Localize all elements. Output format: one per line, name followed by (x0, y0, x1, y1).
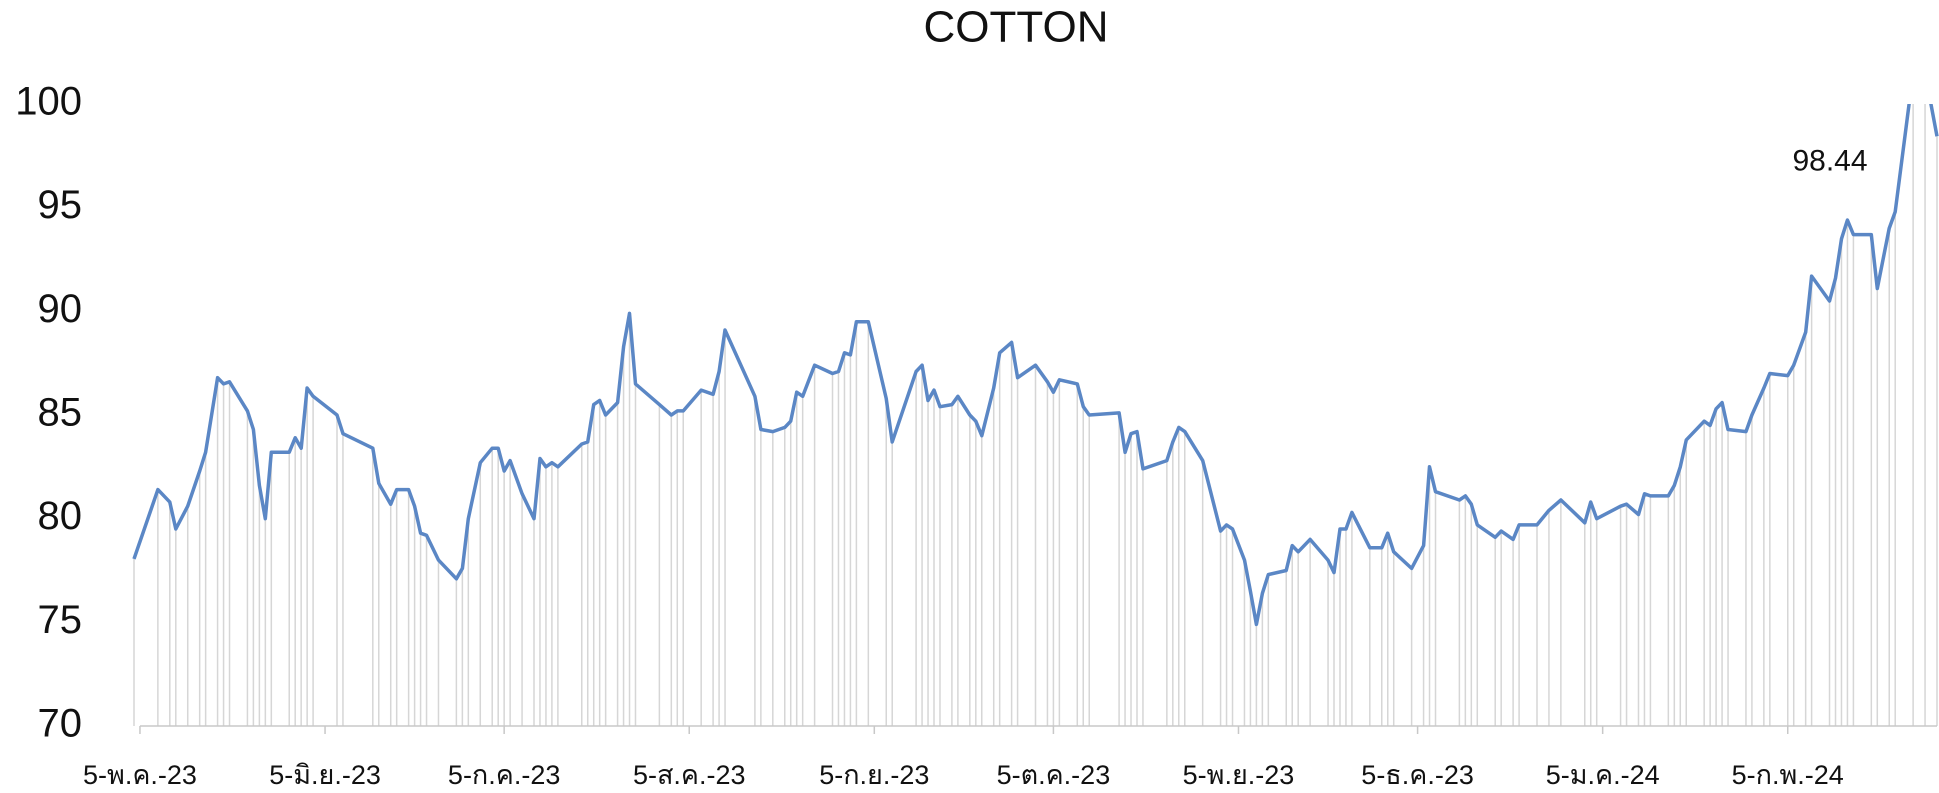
series-line (132, 104, 1939, 627)
value-label: 98.44 (1792, 144, 1867, 177)
drop-lines (133, 104, 1938, 726)
chart-title: COTTON (924, 3, 1109, 52)
x-tick-label: 5-ต.ค.-23 (997, 760, 1111, 790)
x-tick-label: 5-ส.ค.-23 (633, 760, 746, 790)
x-tick-label: 5-ก.พ.-24 (1732, 760, 1844, 790)
y-tick-label: 95 (38, 183, 83, 227)
y-tick-label: 80 (38, 494, 83, 538)
y-tick-label: 70 (38, 702, 83, 746)
x-tick-label: 5-ก.ค.-23 (448, 760, 560, 790)
y-tick-label: 75 (38, 598, 83, 642)
x-tick-label: 5-มิ.ย.-23 (269, 760, 381, 790)
x-tick-label: 5-ม.ค.-24 (1546, 760, 1660, 790)
labels: 70 75 80 85 90 95 100 5-พ.ค.-23 5-มิ.ย.-23 5-ก.ค.… (15, 80, 1867, 791)
x-tick-label: 5-พ.ย.-23 (1183, 760, 1295, 790)
x-tick-label: 5-พ.ค.-23 (83, 760, 197, 790)
lines (132, 104, 1939, 627)
x-tick-label: 5-ก.ย.-23 (819, 760, 929, 790)
y-tick-label: 100 (15, 80, 82, 124)
y-tick-label: 85 (38, 391, 83, 435)
axes (139, 725, 1937, 734)
x-tick-label: 5-ธ.ค.-23 (1361, 760, 1474, 790)
y-tick-label: 90 (38, 287, 83, 331)
